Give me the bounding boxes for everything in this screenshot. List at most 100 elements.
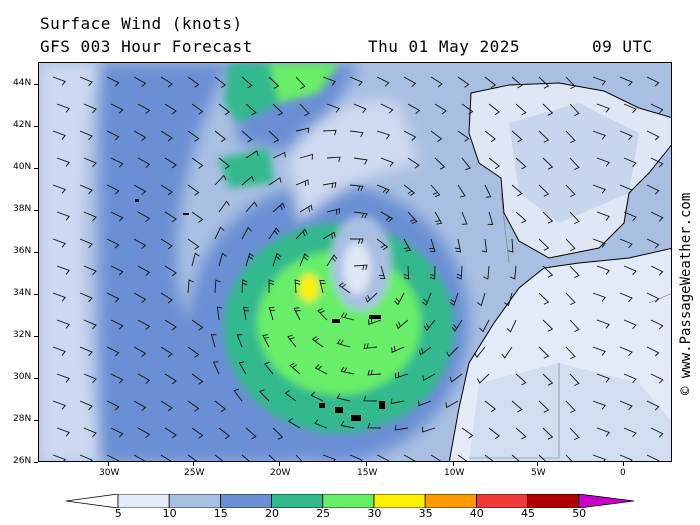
legend-swatch xyxy=(373,494,426,508)
wind-barb xyxy=(272,151,286,159)
forecast-time: 09 UTC xyxy=(592,37,653,56)
wind-barb xyxy=(457,76,470,88)
wind-barb xyxy=(376,238,389,250)
legend-arrow-high xyxy=(578,494,634,508)
legend-label: 50 xyxy=(572,507,587,520)
wind-barb xyxy=(488,427,500,440)
wind-barb xyxy=(137,211,151,223)
wind-barb xyxy=(619,184,633,195)
wind-barb xyxy=(646,76,660,87)
wind-barb xyxy=(349,454,363,461)
wind-barb xyxy=(542,211,554,224)
wind-barb xyxy=(133,346,147,358)
wind-barb xyxy=(461,157,471,171)
wind-barb xyxy=(461,427,474,439)
wind-barb xyxy=(110,103,124,114)
wind-barb xyxy=(457,130,470,142)
longitude-label: 15W xyxy=(357,468,378,478)
wind-barb xyxy=(299,153,313,160)
wind-barb xyxy=(646,238,660,249)
latitude-tick xyxy=(34,336,38,337)
wind-barb xyxy=(506,319,517,333)
wind-barb xyxy=(538,292,550,305)
wind-barb xyxy=(619,346,633,357)
wind-barb xyxy=(52,238,66,248)
wind-barb xyxy=(445,400,459,409)
latitude-label: 30N xyxy=(13,372,32,382)
wind-barb xyxy=(394,292,405,306)
strong-wind-north-2 xyxy=(269,63,339,103)
wind-barb xyxy=(592,184,606,194)
wind-max-patch xyxy=(299,274,319,302)
strong-wind-patch xyxy=(219,148,274,188)
wind-map xyxy=(38,62,672,462)
wind-barb xyxy=(262,334,270,348)
wind-barb xyxy=(353,103,367,114)
wind-barb xyxy=(454,238,462,253)
wind-barb xyxy=(268,227,280,240)
wind-barb xyxy=(241,226,252,240)
wind-barb xyxy=(214,226,225,240)
legend-label: 20 xyxy=(265,507,279,520)
legend-swatch xyxy=(527,494,580,508)
wind-barb xyxy=(110,265,124,276)
wind-barb xyxy=(515,373,527,386)
legend-label: 15 xyxy=(213,507,228,520)
wind-barb xyxy=(592,130,606,140)
wind-barb xyxy=(288,417,301,429)
wind-barb xyxy=(538,130,550,143)
wind-barb xyxy=(340,366,355,375)
wind-barb xyxy=(429,265,436,280)
wind-barb xyxy=(187,454,198,461)
wind-barb xyxy=(56,157,70,167)
wind-barb xyxy=(423,319,436,331)
wind-barb xyxy=(542,157,554,170)
wind-barb xyxy=(596,103,610,113)
wind-barb xyxy=(619,400,633,411)
wind-barb xyxy=(187,76,200,88)
wind-barb xyxy=(623,103,637,114)
longitude-label: 25W xyxy=(184,468,205,478)
wind-barb xyxy=(214,76,226,89)
map-title: Surface Wind (knots) xyxy=(40,14,243,33)
wind-barb xyxy=(623,211,637,222)
wind-barb xyxy=(434,157,446,170)
legend-label: 40 xyxy=(469,507,484,520)
wind-barb xyxy=(511,454,520,461)
wind-barb xyxy=(79,292,93,303)
wind-barb xyxy=(646,454,660,461)
wind-barb xyxy=(487,211,494,225)
wind-barb xyxy=(380,103,394,114)
islands xyxy=(135,199,385,421)
wind-barb xyxy=(311,336,324,348)
latitude-label: 38N xyxy=(13,204,32,214)
wind-barb xyxy=(340,312,355,321)
latitude-tick xyxy=(34,378,38,379)
wind-barb xyxy=(106,292,120,303)
wind-barb xyxy=(137,157,151,169)
wind-barb xyxy=(216,306,223,321)
wind-barb xyxy=(241,175,255,186)
wind-barb xyxy=(295,76,306,90)
wind-barb xyxy=(214,174,227,186)
longitude-label: 10W xyxy=(444,468,465,478)
wind-barb xyxy=(619,130,633,141)
wind-barb xyxy=(422,426,436,433)
wind-barb xyxy=(451,319,463,332)
wind-barb xyxy=(619,454,633,461)
wind-barb xyxy=(214,454,224,461)
latitude-tick xyxy=(34,84,38,85)
wind-barb xyxy=(376,454,390,461)
wind-barb xyxy=(272,202,286,213)
wind-barb xyxy=(484,76,496,89)
wind-barb xyxy=(646,184,660,195)
wind-barb xyxy=(403,238,412,252)
wind-barb xyxy=(187,184,200,196)
wind-barb xyxy=(299,253,309,267)
wind-barb xyxy=(569,319,580,333)
wind-barb xyxy=(83,427,97,438)
wind-barb xyxy=(56,265,70,275)
latitude-label: 34N xyxy=(13,288,32,298)
wind-barb xyxy=(160,400,173,412)
wind-barb xyxy=(349,184,364,191)
